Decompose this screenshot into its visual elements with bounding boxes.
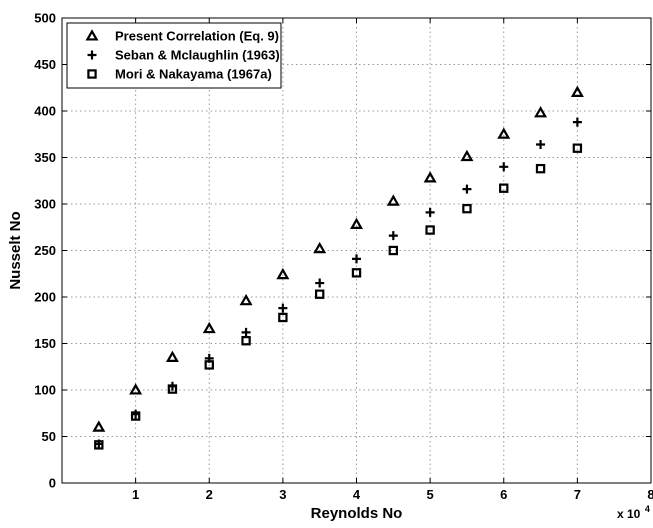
y-tick-label: 100 <box>34 383 56 398</box>
data-point-triangle <box>276 267 290 280</box>
y-tick-label: 350 <box>34 150 56 165</box>
legend-label: Present Correlation (Eq. 9) <box>115 29 279 44</box>
x-axis-label: Reynolds No <box>311 505 403 522</box>
data-point-triangle <box>497 127 511 139</box>
data-point-triangle <box>570 85 584 97</box>
series-3 <box>94 143 583 450</box>
data-point-triangle <box>165 350 179 362</box>
data-point-triangle <box>92 420 106 432</box>
data-point-triangle <box>423 171 437 183</box>
legend: Present Correlation (Eq. 9) Seban & Mclau… <box>66 22 282 89</box>
data-point-square <box>351 268 362 278</box>
tick-layer: 0 50 100 150 200 250 300 350 400 450 500 1 2 3 4 5 6 7 8 <box>34 11 653 503</box>
data-point-square <box>314 289 325 299</box>
y-tick-label: 50 <box>42 429 56 444</box>
data-point-square <box>388 245 399 256</box>
series-2 <box>94 117 582 449</box>
data-point-square <box>241 336 251 346</box>
data-point-triangle <box>239 293 253 306</box>
legend-entry: Present Correlation (Eq. 9) <box>85 29 279 44</box>
x-axis-multiplier: x 10 4 <box>617 504 650 522</box>
data-point-plus <box>536 139 546 149</box>
x-tick-label: 5 <box>427 487 434 502</box>
legend-label: Mori & Nakayama (1967a) <box>115 67 272 82</box>
data-point-triangle <box>350 217 363 230</box>
data-point-plus <box>241 327 251 337</box>
legend-triangle-icon <box>85 29 99 41</box>
legend-entries: Present Correlation (Eq. 9) Seban & Mclau… <box>85 29 280 82</box>
y-tick-label: 400 <box>34 104 56 119</box>
y-tick-label: 300 <box>34 197 56 212</box>
data-point-square <box>535 163 546 174</box>
data-point-plus <box>572 117 582 127</box>
legend-square-icon <box>87 69 97 79</box>
data-point-triangle <box>129 383 143 395</box>
data-point-plus <box>462 184 472 194</box>
legend-label: Seban & Mclaughlin (1963) <box>115 48 280 63</box>
x-tick-label: 6 <box>500 487 507 502</box>
legend-entry: Mori & Nakayama (1967a) <box>87 67 272 82</box>
y-tick-label: 0 <box>49 476 56 491</box>
legend-entry: Seban & Mclaughlin (1963) <box>87 48 280 63</box>
data-point-square <box>167 384 178 394</box>
data-point-triangle <box>534 106 548 118</box>
data-point-plus <box>278 303 288 313</box>
data-point-plus <box>388 231 398 241</box>
data-point-plus <box>315 278 325 288</box>
x-axis-multiplier-exponent: 4 <box>645 504 650 514</box>
data-point-square <box>278 312 288 323</box>
data-point-triangle <box>313 241 327 254</box>
data-point-square <box>572 143 583 153</box>
data-point-triangle <box>202 321 216 334</box>
y-tick-label: 450 <box>34 57 56 72</box>
y-tick-label: 150 <box>34 336 56 351</box>
x-tick-label: 1 <box>132 487 139 502</box>
data-point-plus <box>352 254 361 264</box>
x-axis-multiplier-base: x 10 <box>617 507 641 521</box>
y-axis-label: Nusselt No <box>7 211 24 289</box>
data-point-square <box>130 411 141 421</box>
x-tick-label: 7 <box>574 487 581 502</box>
y-tick-label: 200 <box>34 290 56 305</box>
data-point-triangle <box>386 194 400 206</box>
y-tick-label: 500 <box>34 11 56 26</box>
data-point-triangle <box>460 149 474 162</box>
legend-plus-icon <box>87 50 97 60</box>
x-tick-label: 4 <box>353 487 361 502</box>
data-point-square <box>204 360 214 370</box>
data-point-plus <box>499 162 509 172</box>
legend-box <box>66 22 282 89</box>
data-point-plus <box>425 207 435 217</box>
data-point-square <box>94 440 104 450</box>
data-point-square <box>425 225 435 235</box>
data-point-square <box>462 203 472 214</box>
grid-layer <box>62 18 651 483</box>
x-tick-label: 8 <box>647 487 653 502</box>
y-tick-label: 250 <box>34 243 56 258</box>
x-tick-label: 3 <box>279 487 286 502</box>
data-layer <box>92 85 584 450</box>
x-tick-label: 2 <box>206 487 213 502</box>
data-point-square <box>499 183 509 193</box>
series-1 <box>92 85 584 432</box>
